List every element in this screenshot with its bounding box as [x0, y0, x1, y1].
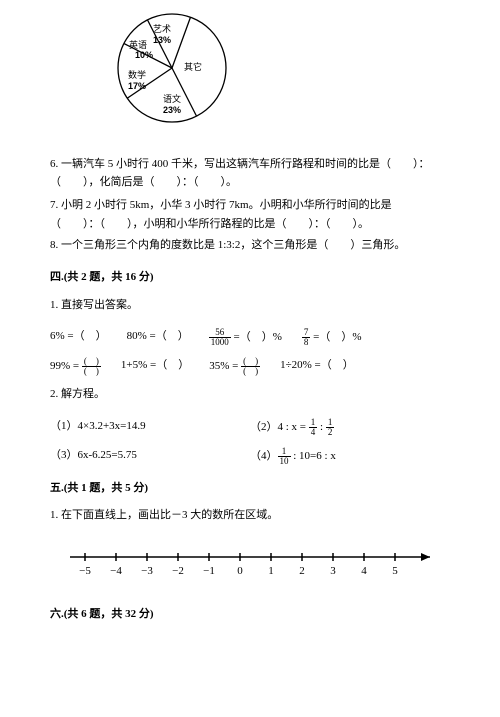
- expr-1d: 78 =（ ）%: [302, 328, 362, 347]
- expr-2a: 99% = ( )( ): [50, 357, 101, 376]
- expr-2b: 1+5% =（ ）: [121, 357, 189, 376]
- pie-chart: 其它语文23% 数学17% 英语10% 艺术13%: [100, 10, 450, 137]
- question-8: 8. 一个三角形三个内角的度数比是 1:3:2，这个三角形是（ ）三角形。: [50, 237, 450, 255]
- expr-2d: 1÷20% =（ ）: [280, 357, 354, 376]
- math-row-1: 6% =（ ） 80% =（ ） 561000 =（ ）% 78 =（ ）%: [50, 328, 450, 347]
- math-row-2: 99% = ( )( ) 1+5% =（ ） 35% = ( )( ) 1÷20…: [50, 357, 450, 376]
- q6-line1: 6. 一辆汽车 5 小时行 400 千米，写出这辆汽车所行路程和时间的比是（ ）…: [50, 158, 430, 170]
- svg-text:其它: 其它: [184, 61, 202, 72]
- question-7: 7. 小明 2 小时行 5km，小华 3 小时行 7km。小明和小华所行时间的比…: [50, 196, 450, 233]
- section-4-q1: 1. 直接写出答案。: [50, 297, 450, 315]
- svg-text:数学: 数学: [128, 69, 146, 80]
- expr-1b: 80% =（ ）: [127, 328, 189, 347]
- question-6: 6. 一辆汽车 5 小时行 400 千米，写出这辆汽车所行路程和时间的比是（ ）…: [50, 155, 450, 192]
- section-5-q1: 1. 在下面直线上，画出比－3 大的数所在区域。: [50, 507, 450, 525]
- svg-text:23%: 23%: [163, 105, 181, 115]
- svg-text:10%: 10%: [135, 50, 153, 60]
- q7-line1: 7. 小明 2 小时行 5km，小华 3 小时行 7km。小明和小华所行时间的比…: [50, 199, 392, 211]
- equation-grid: （1）4×3.2+3x=14.9 （2）4 : x = 14 : 12 （3）6…: [50, 418, 450, 466]
- svg-text:−2: −2: [172, 565, 184, 577]
- svg-text:4: 4: [361, 565, 367, 577]
- section-4-heading: 四.(共 2 题，共 16 分): [50, 269, 450, 287]
- svg-text:−1: −1: [203, 565, 215, 577]
- svg-text:5: 5: [392, 565, 398, 577]
- q6-line2: （ ），化简后是（ ）：（ ）。: [50, 176, 237, 188]
- svg-text:−5: −5: [79, 565, 91, 577]
- svg-text:英语: 英语: [129, 39, 147, 50]
- eq-3: （3）6x-6.25=5.75: [50, 447, 250, 466]
- svg-text:0: 0: [237, 565, 243, 577]
- svg-text:2: 2: [299, 565, 305, 577]
- svg-text:−4: −4: [110, 565, 122, 577]
- expr-2c: 35% = ( )( ): [209, 357, 260, 376]
- svg-text:艺术: 艺术: [153, 23, 171, 34]
- section-5-heading: 五.(共 1 题，共 5 分): [50, 480, 450, 498]
- expr-1c: 561000 =（ ）%: [209, 328, 282, 347]
- svg-text:3: 3: [330, 565, 336, 577]
- expr-1a: 6% =（ ）: [50, 328, 107, 347]
- section-4-q2: 2. 解方程。: [50, 386, 450, 404]
- svg-text:13%: 13%: [153, 35, 171, 45]
- svg-text:17%: 17%: [128, 81, 146, 91]
- section-6-heading: 六.(共 6 题，共 32 分): [50, 606, 450, 624]
- number-line: −5 −4 −3 −2 −1 0 1 2 3 4 5: [50, 539, 450, 586]
- svg-text:语文: 语文: [163, 93, 181, 104]
- eq-4: （4）110 : 10=6 : x: [250, 447, 450, 466]
- eq-2: （2）4 : x = 14 : 12: [250, 418, 450, 437]
- svg-text:1: 1: [268, 565, 274, 577]
- svg-text:−3: −3: [141, 565, 153, 577]
- eq-1: （1）4×3.2+3x=14.9: [50, 418, 250, 437]
- q7-line2: （ ）：（ ），小明和小华所行路程的比是（ ）：（ ）。: [50, 218, 369, 230]
